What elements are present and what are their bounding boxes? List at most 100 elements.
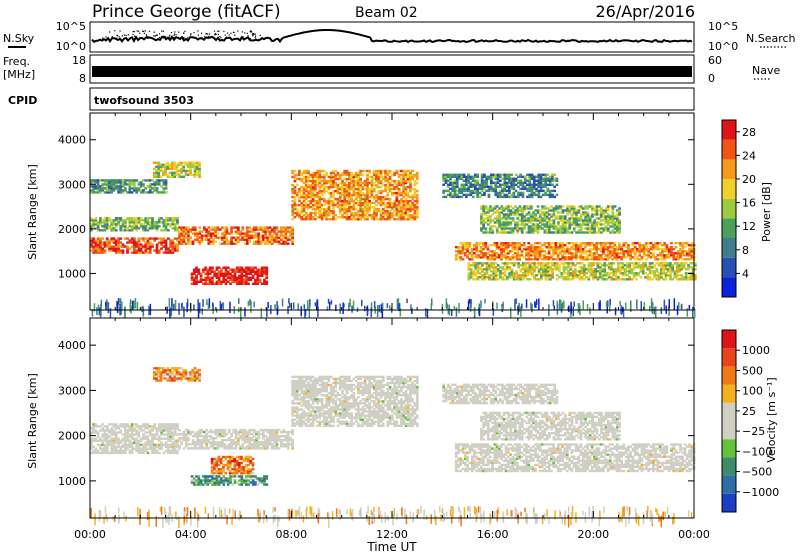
echo-cell xyxy=(611,229,615,232)
echo-cell xyxy=(246,234,249,237)
echo-cell xyxy=(479,246,483,249)
echo-cell xyxy=(536,219,540,222)
echo-cell xyxy=(541,219,544,222)
echo-cell xyxy=(286,228,290,231)
freq-label-line1: Freq. xyxy=(3,55,30,68)
echo-cell xyxy=(503,278,507,281)
echo-cell xyxy=(191,228,195,231)
echo-cell xyxy=(606,250,610,253)
echo-cell xyxy=(348,195,351,199)
echo-cell xyxy=(679,244,682,247)
echo-cell xyxy=(512,278,516,281)
echo-cell xyxy=(442,195,445,199)
nsearch-dot xyxy=(242,36,244,38)
echo-cell xyxy=(525,223,529,226)
echo-cell xyxy=(146,217,150,220)
echo-cell xyxy=(241,226,245,229)
echo-cell xyxy=(591,231,594,234)
echo-cell xyxy=(486,211,490,214)
echo-cell xyxy=(137,241,141,244)
echo-cell xyxy=(572,229,576,232)
echo-cell xyxy=(663,258,666,261)
echo-cell xyxy=(103,179,107,182)
echo-cell xyxy=(130,227,134,230)
echo-cell xyxy=(90,191,93,194)
echo-cell xyxy=(588,248,592,251)
echo-cell xyxy=(404,207,408,211)
echo-cell xyxy=(411,195,415,199)
echo-cell xyxy=(642,252,646,255)
echo-cell xyxy=(128,217,132,220)
echo-cell xyxy=(570,221,574,224)
echo-cell xyxy=(255,234,258,237)
echo-cell xyxy=(224,272,228,275)
echo-cell xyxy=(569,268,573,271)
echo-cell xyxy=(397,191,401,195)
echo-cell xyxy=(157,183,161,186)
echo-cell xyxy=(282,226,285,229)
echo-cell xyxy=(105,221,109,224)
echo-cell xyxy=(665,250,669,253)
echo-cell xyxy=(694,274,697,277)
echo-cell xyxy=(554,227,558,230)
echo-cell xyxy=(348,197,351,201)
echo-cell xyxy=(487,262,491,265)
echo-cell xyxy=(458,195,461,199)
nsearch-dot xyxy=(254,35,257,37)
echo-cell xyxy=(570,258,574,261)
echo-cell xyxy=(96,251,100,254)
echo-cell xyxy=(336,183,340,187)
echo-cell xyxy=(584,219,587,222)
echo-cell xyxy=(579,248,583,251)
echo-cell xyxy=(603,266,607,269)
speckle-mark xyxy=(630,300,632,312)
echo-cell xyxy=(187,226,190,229)
echo-cell xyxy=(480,179,484,182)
echo-cell xyxy=(377,177,381,181)
echo-cell xyxy=(550,248,553,251)
echo-cell xyxy=(239,232,242,235)
echo-cell xyxy=(105,219,109,222)
echo-cell xyxy=(153,187,157,190)
echo-cell xyxy=(327,205,331,209)
echo-cell xyxy=(108,183,111,186)
echo-cell xyxy=(518,256,521,259)
echo-cell xyxy=(124,219,127,222)
echo-cell xyxy=(588,205,592,208)
echo-cell xyxy=(613,231,617,234)
echo-cell xyxy=(359,169,362,173)
echo-cell xyxy=(559,207,563,210)
echo-cell xyxy=(291,199,294,203)
echo-cell xyxy=(491,231,495,234)
echo-cell xyxy=(395,218,399,221)
echo-cell xyxy=(592,278,595,281)
echo-cell xyxy=(114,219,118,222)
echo-cell xyxy=(556,256,560,259)
echo-cell xyxy=(618,244,621,247)
echo-cell xyxy=(572,248,576,251)
echo-cell xyxy=(388,171,392,175)
echo-cell xyxy=(171,239,175,242)
echo-cell xyxy=(252,242,256,245)
nsearch-dot xyxy=(233,31,235,34)
echo-cell xyxy=(512,179,516,182)
echo-cell xyxy=(519,175,522,178)
echo-cell xyxy=(256,270,260,273)
echo-cell xyxy=(557,229,560,232)
echo-cell xyxy=(300,177,304,181)
echo-cell xyxy=(334,197,338,201)
echo-cell xyxy=(505,227,508,230)
echo-cell xyxy=(630,262,634,265)
echo-cell xyxy=(377,169,381,173)
speckle-mark xyxy=(655,306,657,318)
echo-cell xyxy=(494,181,498,184)
echo-cell xyxy=(505,231,508,234)
echo-cell xyxy=(204,266,207,269)
echo-cell xyxy=(481,270,484,273)
echo-cell xyxy=(672,254,676,257)
echo-cell xyxy=(286,226,290,229)
echo-cell xyxy=(640,244,644,247)
echo-cell xyxy=(619,266,622,269)
echo-cell xyxy=(381,169,385,173)
echo-cell xyxy=(258,278,262,281)
